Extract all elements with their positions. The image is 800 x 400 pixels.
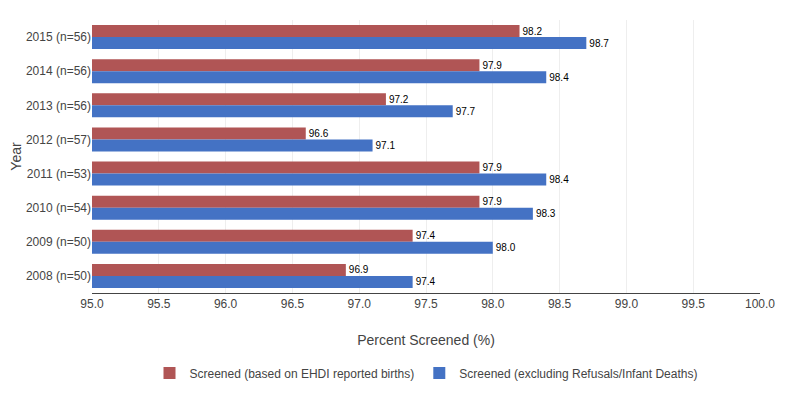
svg-text:98.5: 98.5 xyxy=(548,297,572,311)
svg-text:97.9: 97.9 xyxy=(482,60,502,71)
svg-text:97.9: 97.9 xyxy=(482,162,502,173)
svg-text:98.0: 98.0 xyxy=(481,297,505,311)
svg-text:97.1: 97.1 xyxy=(376,140,396,151)
svg-text:96.5: 96.5 xyxy=(281,297,305,311)
svg-text:96.0: 96.0 xyxy=(214,297,238,311)
svg-text:98.7: 98.7 xyxy=(589,38,609,49)
svg-text:2009 (n=50): 2009 (n=50) xyxy=(26,235,91,249)
svg-text:98.2: 98.2 xyxy=(523,26,543,37)
svg-text:97.9: 97.9 xyxy=(482,196,502,207)
svg-text:98.4: 98.4 xyxy=(549,174,569,185)
svg-text:96.9: 96.9 xyxy=(349,264,369,275)
svg-text:97.2: 97.2 xyxy=(389,94,409,105)
svg-text:98.0: 98.0 xyxy=(496,242,516,253)
svg-text:97.4: 97.4 xyxy=(416,276,436,287)
svg-text:2011 (n=53): 2011 (n=53) xyxy=(27,167,91,181)
svg-text:99.0: 99.0 xyxy=(615,297,639,311)
svg-text:96.6: 96.6 xyxy=(309,128,329,139)
svg-text:97.0: 97.0 xyxy=(348,297,372,311)
svg-text:2010 (n=54): 2010 (n=54) xyxy=(26,201,91,215)
svg-text:98.4: 98.4 xyxy=(549,72,569,83)
svg-text:98.3: 98.3 xyxy=(536,208,556,219)
svg-text:2008 (n=50): 2008 (n=50) xyxy=(26,269,91,283)
svg-text:2014 (n=56): 2014 (n=56) xyxy=(26,64,91,78)
svg-text:95.5: 95.5 xyxy=(147,297,171,311)
svg-text:Year: Year xyxy=(8,142,24,171)
svg-text:100.0: 100.0 xyxy=(745,297,775,311)
svg-text:95.0: 95.0 xyxy=(80,297,104,311)
svg-text:Screened (excluding Refusals/I: Screened (excluding Refusals/Infant Deat… xyxy=(459,367,697,381)
svg-text:97.5: 97.5 xyxy=(414,297,438,311)
svg-text:97.7: 97.7 xyxy=(456,106,476,117)
svg-text:Screened (based on EHDI report: Screened (based on EHDI reported births) xyxy=(190,367,415,381)
svg-text:Percent Screened (%): Percent Screened (%) xyxy=(357,332,495,348)
svg-text:2013 (n=56): 2013 (n=56) xyxy=(26,99,91,113)
svg-text:97.4: 97.4 xyxy=(416,230,436,241)
svg-text:2012 (n=57): 2012 (n=57) xyxy=(26,133,91,147)
svg-text:2015 (n=56): 2015 (n=56) xyxy=(26,30,91,44)
svg-text:99.5: 99.5 xyxy=(682,297,706,311)
